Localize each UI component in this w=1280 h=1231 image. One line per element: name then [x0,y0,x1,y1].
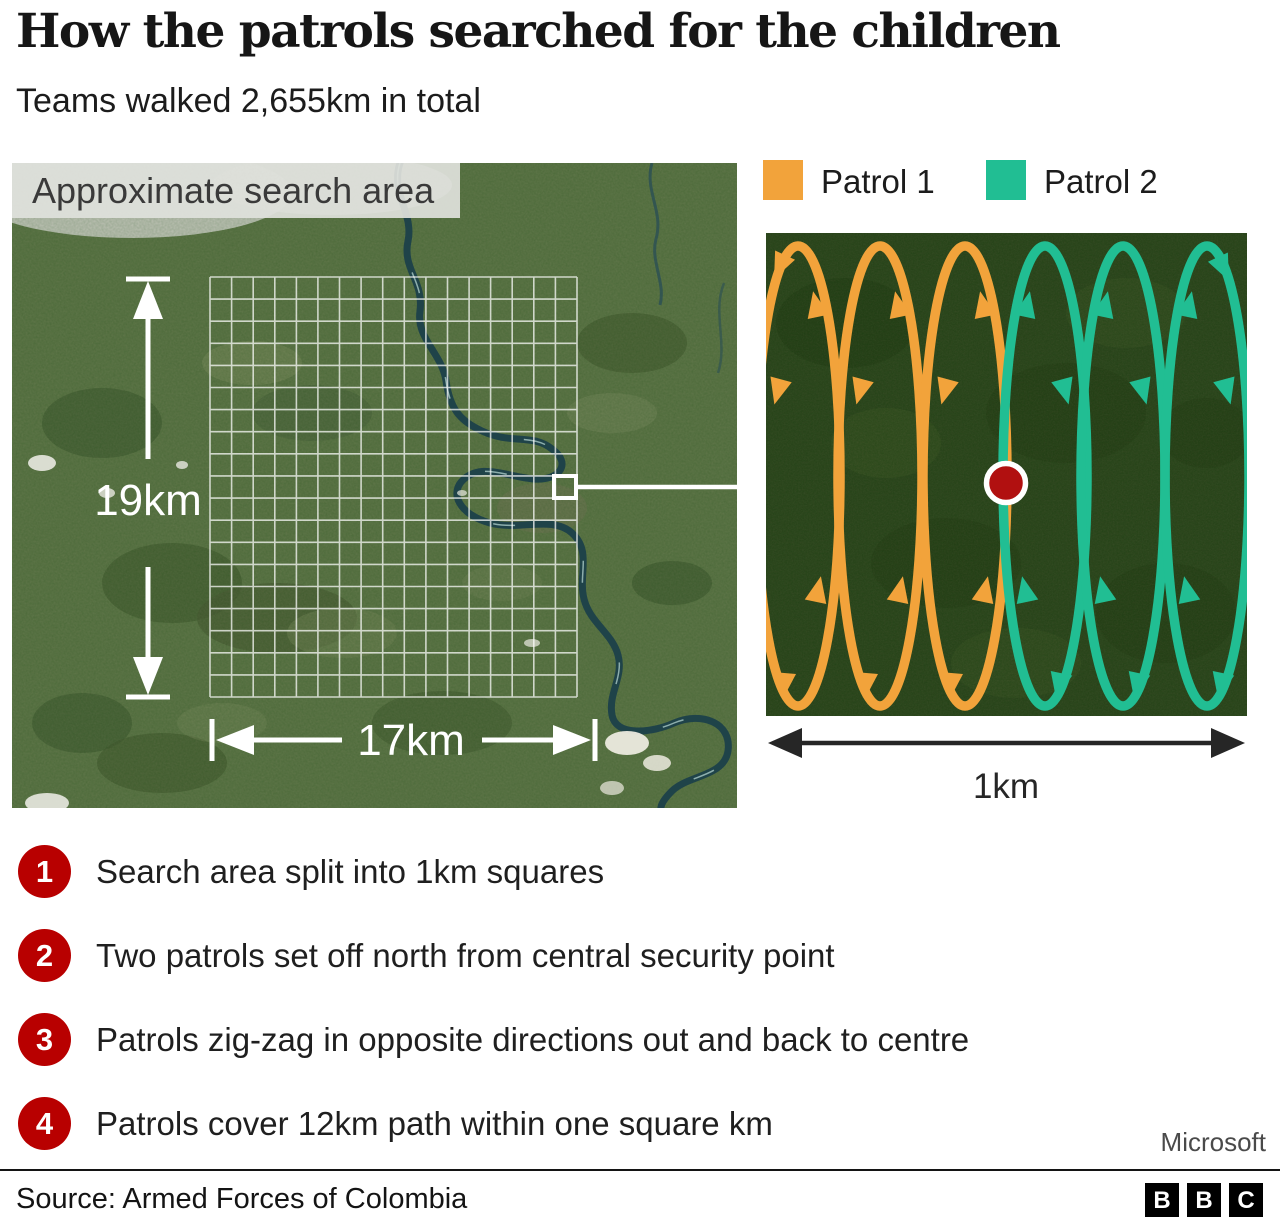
step-row-3: 3 Patrols zig-zag in opposite directions… [0,1013,1280,1066]
step-number-badge: 3 [18,1013,71,1066]
step-text: Search area split into 1km squares [96,853,605,890]
scale-label: 1km [973,767,1039,806]
cloud-patches [25,455,671,808]
height-dimension-label: 19km [94,476,202,525]
bbc-logo: B B C [1145,1183,1263,1217]
step-row-4: 4 Patrols cover 12km path within one squ… [0,1097,1280,1150]
patrol1-legend-swatch [763,160,803,200]
height-dimension-arrow [126,276,170,700]
right-arrowhead [1211,728,1245,758]
step-row-1: 1 Search area split into 1km squares [0,845,1280,898]
step-text: Patrols cover 12km path within one squar… [96,1105,773,1142]
patrol-pattern-graphic [751,233,1254,716]
step-text: Patrols zig-zag in opposite directions o… [96,1021,970,1058]
down-arrowhead [133,657,163,695]
bbc-logo-block: B [1145,1183,1179,1217]
step-text: Two patrols set off north from central s… [96,937,835,974]
search-area-map-graphic: 19km 17km [12,163,737,808]
bbc-logo-block: B [1187,1183,1221,1217]
width-dimension-arrow [209,719,598,761]
step-row-2: 2 Two patrols set off north from central… [0,929,1280,982]
bbc-logo-block: C [1229,1183,1263,1217]
left-arrowhead [768,728,802,758]
step-number-badge: 2 [18,929,71,982]
step-number-badge: 1 [18,845,71,898]
patrol2-legend-swatch [986,160,1026,200]
right-arrowhead [553,725,591,755]
scale-bar: 1km [766,722,1247,807]
patrol-pattern-panel [751,233,1254,716]
left-arrowhead [216,725,254,755]
page-subtitle: Teams walked 2,655km in total [16,82,481,120]
step-number-badge: 4 [18,1097,71,1150]
page-title: How the patrols searched for the childre… [16,4,1061,59]
width-dimension-label: 17km [357,716,465,765]
footer-divider [0,1169,1280,1171]
source-text: Source: Armed Forces of Colombia [16,1183,468,1215]
imagery-attribution: Microsoft [1160,1127,1266,1157]
scale-bar-graphic: 1km [768,728,1245,806]
patrol1-legend-label: Patrol 1 [821,163,935,200]
search-area-map: 19km 17km [12,163,737,808]
central-security-point [983,460,1029,506]
patrol2-legend-label: Patrol 2 [1044,163,1158,200]
up-arrowhead [133,281,163,319]
map-overlay-label: Approximate search area [12,163,461,218]
